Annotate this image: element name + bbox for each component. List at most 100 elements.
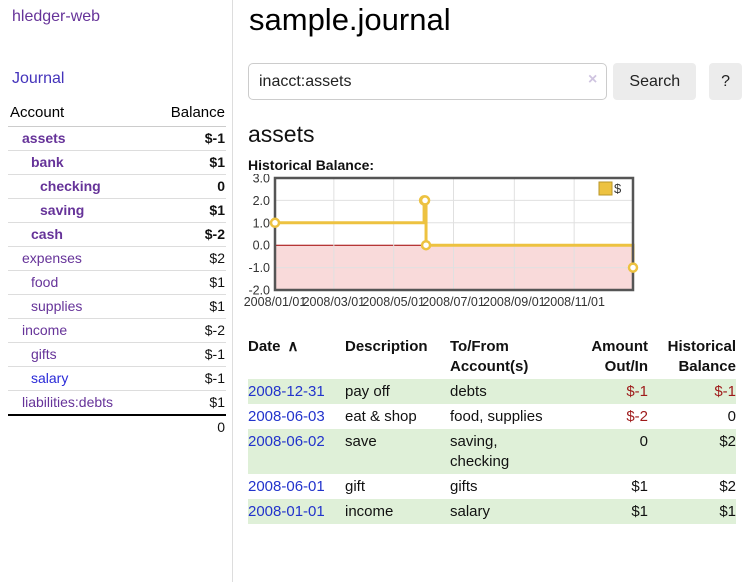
register-row: 2008-06-02 save saving, checking 0 $2 <box>248 429 736 474</box>
sidebar: hledger-web Journal Account Balance asse… <box>0 0 233 582</box>
transaction-date-link[interactable]: 2008-01-01 <box>248 503 325 520</box>
transaction-amount: $-1 <box>626 383 648 400</box>
register-row: 2008-06-03 eat & shop food, supplies $-2 0 <box>248 404 736 429</box>
transaction-description: save <box>345 433 377 450</box>
svg-text:$: $ <box>614 181 622 196</box>
chart-title: Historical Balance: <box>248 157 375 173</box>
help-button[interactable]: ? <box>709 63 742 100</box>
main-content: sample.journal × Search ? assets Histori… <box>244 0 742 524</box>
account-link[interactable]: food <box>31 274 59 290</box>
account-link[interactable]: salary <box>31 370 69 386</box>
account-row: gifts $-1 <box>8 342 226 367</box>
account-balance: $-2 <box>149 318 226 343</box>
account-row: liabilities:debts $1 <box>8 391 226 416</box>
transaction-accounts: saving, checking <box>450 433 510 470</box>
svg-text:0.0: 0.0 <box>253 239 270 253</box>
register-row: 2008-01-01 income salary $1 $1 <box>248 499 736 524</box>
transaction-date-link[interactable]: 2008-06-03 <box>248 408 325 425</box>
search-input[interactable] <box>248 63 608 100</box>
transaction-description: eat & shop <box>345 408 417 425</box>
account-row: expenses $2 <box>8 246 226 271</box>
register-row: 2008-12-31 pay off debts $-1 $-1 <box>248 379 736 404</box>
account-balance: $2 <box>149 246 226 271</box>
transaction-accounts: gifts <box>450 478 478 495</box>
transaction-description: pay off <box>345 383 390 400</box>
historical-balance-chart: 3.0 2.0 1.0 0.0 -1.0 -2.0 2008/01/01 2008/03/01… <box>239 172 643 316</box>
account-row: supplies $1 <box>8 294 226 319</box>
register-table-body: 2008-12-31 pay off debts $-1 $-1 2008-06-03 ea… <box>248 379 736 524</box>
account-link[interactable]: liabilities:debts <box>22 394 114 410</box>
account-link[interactable]: assets <box>22 130 66 146</box>
accounts-total-row: 0 <box>8 414 226 439</box>
transaction-accounts: debts <box>450 383 487 400</box>
accounts-header-account: Account <box>8 102 150 127</box>
search-bar: × Search ? <box>248 63 742 100</box>
account-link[interactable]: expenses <box>22 250 82 266</box>
svg-text:2008/09/01: 2008/09/01 <box>483 295 546 309</box>
register-table: Date ∧ Description To/From Account(s) Amo… <box>248 335 736 524</box>
svg-text:2008/11/01: 2008/11/01 <box>543 295 605 309</box>
transaction-balance: $-1 <box>714 383 736 400</box>
account-row: salary $-1 <box>8 366 226 391</box>
account-link[interactable]: supplies <box>31 298 83 314</box>
account-balance: $-1 <box>149 126 226 151</box>
account-balance: $-1 <box>149 366 226 391</box>
account-link[interactable]: saving <box>40 202 85 218</box>
register-header-date[interactable]: Date ∧ <box>248 335 345 379</box>
account-balance: $1 <box>149 270 226 295</box>
account-balance: $-2 <box>149 222 226 247</box>
register-header-amount: Amount Out/In <box>591 338 648 375</box>
transaction-description: gift <box>345 478 366 495</box>
svg-text:-2.0: -2.0 <box>248 284 270 298</box>
account-link[interactable]: income <box>22 322 68 338</box>
transaction-amount: $1 <box>631 503 648 520</box>
clear-search-icon[interactable]: × <box>588 71 598 88</box>
svg-text:2.0: 2.0 <box>253 194 270 208</box>
accounts-header-balance: Balance <box>149 102 226 127</box>
register-header-description: Description <box>345 338 428 355</box>
app-title-link[interactable]: hledger-web <box>12 8 101 25</box>
accounts-table-body: assets $-1 bank $1 checking 0 saving $1 cash $-2 e… <box>8 126 226 416</box>
svg-text:-1.0: -1.0 <box>248 261 270 275</box>
account-balance: $1 <box>209 394 225 410</box>
svg-text:1.0: 1.0 <box>253 216 270 230</box>
transaction-balance: 0 <box>727 408 736 425</box>
transaction-date-link[interactable]: 2008-12-31 <box>248 383 325 400</box>
transaction-description: income <box>345 503 394 520</box>
page-title: sample.journal <box>249 2 451 37</box>
sort-ascending-icon: ∧ <box>287 338 299 355</box>
register-header-balance: Historical Balance <box>667 338 736 375</box>
transaction-amount: 0 <box>639 433 648 450</box>
account-heading: assets <box>248 121 315 147</box>
chart-svg: 3.0 2.0 1.0 0.0 -1.0 -2.02008/01/012008/03/01… <box>244 172 639 309</box>
sidebar-item-journal[interactable]: Journal <box>12 70 65 87</box>
transaction-accounts: food, supplies <box>450 408 543 425</box>
svg-text:2008/01/01: 2008/01/01 <box>244 295 307 309</box>
account-balance: $1 <box>149 150 226 175</box>
account-row: checking 0 <box>8 174 226 199</box>
accounts-total-balance: 0 <box>149 414 226 439</box>
register-header-accounts: To/From Account(s) <box>450 338 529 375</box>
transaction-date-link[interactable]: 2008-06-01 <box>248 478 325 495</box>
account-balance: $-1 <box>149 342 226 367</box>
register-row: 2008-06-01 gift gifts $1 $2 <box>248 474 736 499</box>
account-link[interactable]: gifts <box>31 346 57 362</box>
search-button[interactable]: Search <box>613 63 697 100</box>
account-row: bank $1 <box>8 150 226 175</box>
account-row: food $1 <box>8 270 226 295</box>
transaction-amount: $-2 <box>626 408 648 425</box>
account-row: assets $-1 <box>8 126 226 151</box>
transaction-accounts: salary <box>450 503 491 520</box>
account-balance: $1 <box>149 294 226 319</box>
account-link[interactable]: checking <box>40 178 101 194</box>
svg-text:2008/05/01: 2008/05/01 <box>362 295 425 309</box>
account-balance: $1 <box>149 198 226 223</box>
account-link[interactable]: bank <box>31 154 64 170</box>
transaction-date-link[interactable]: 2008-06-02 <box>248 433 325 450</box>
account-row: cash $-2 <box>8 222 226 247</box>
account-link[interactable]: cash <box>31 226 63 242</box>
svg-text:3.0: 3.0 <box>253 174 270 186</box>
account-balance: 0 <box>149 174 226 199</box>
date-header-label: Date <box>248 338 281 355</box>
transaction-balance: $2 <box>719 478 736 495</box>
